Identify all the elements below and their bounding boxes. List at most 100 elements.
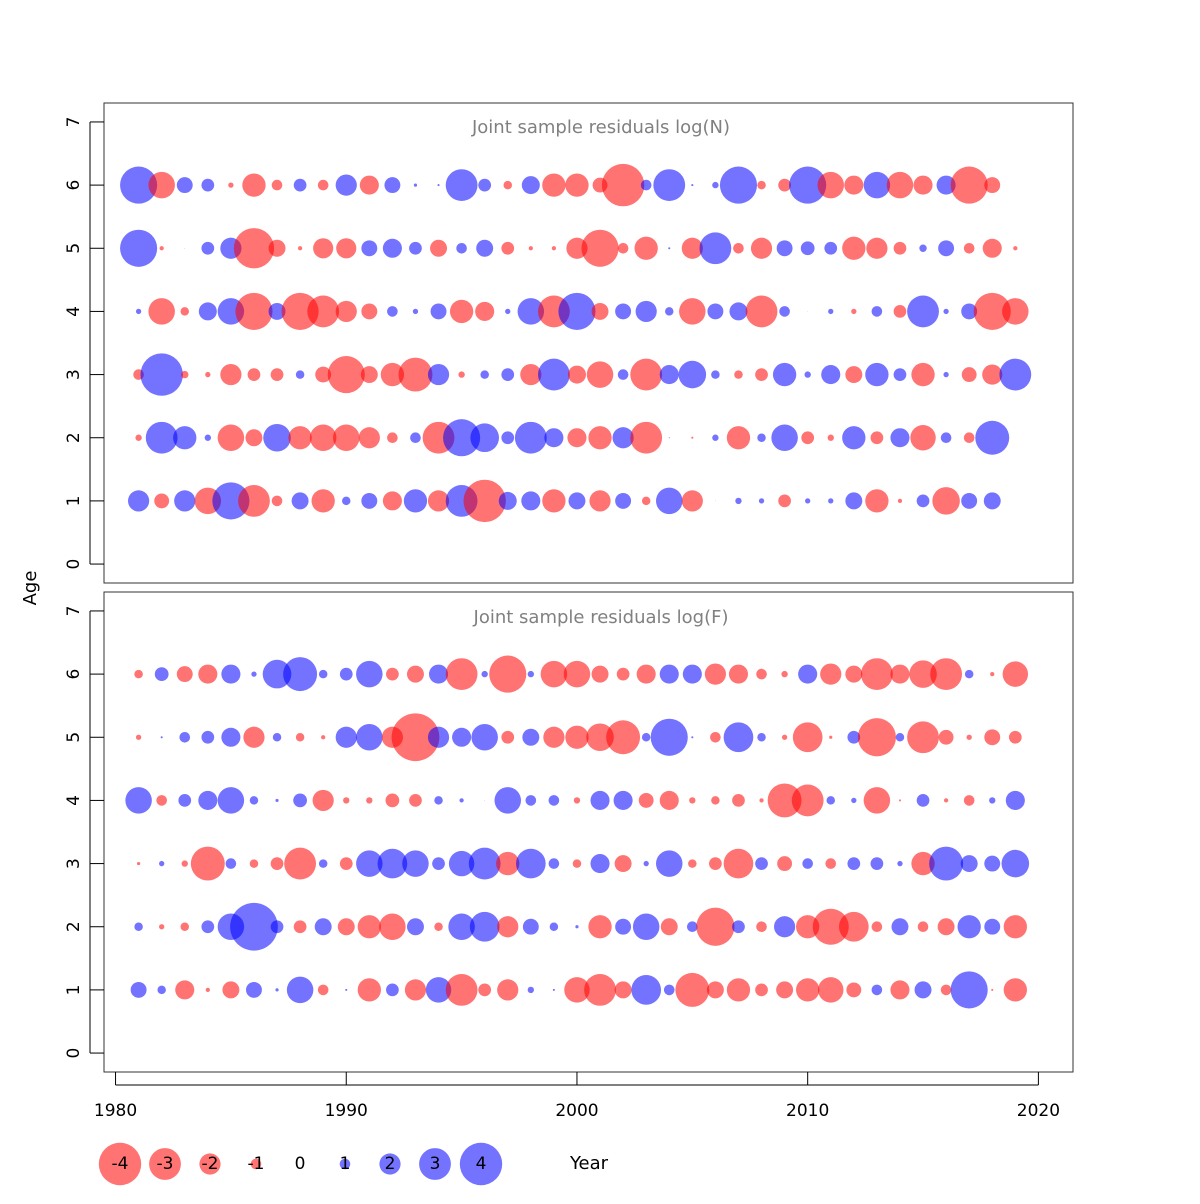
residual-bubble	[156, 795, 167, 806]
residual-bubble	[681, 237, 703, 259]
residual-bubble	[847, 730, 861, 744]
residual-bubble	[820, 663, 842, 685]
plot-frame	[103, 591, 1074, 1073]
residual-bubble	[247, 368, 261, 381]
residual-bubble	[615, 918, 632, 935]
residual-bubble	[846, 982, 862, 998]
legend-label: 2	[385, 1154, 396, 1174]
residual-bubble	[268, 302, 286, 320]
panel-log-f: Joint sample residuals log(F) 0 1 2 3 4 5 6 7	[64, 591, 1074, 1073]
residual-bubble	[963, 432, 975, 444]
residual-bubble	[198, 664, 218, 684]
residual-bubble	[480, 370, 489, 379]
residual-bubble	[180, 922, 189, 931]
residual-bubble	[732, 920, 745, 934]
residual-bubble	[586, 361, 614, 388]
residual-bubble	[120, 166, 158, 204]
residual-bubble	[361, 492, 378, 509]
residual-bubble	[198, 302, 217, 321]
residual-bubble	[359, 175, 379, 195]
residual-bubble	[449, 299, 474, 324]
residual-bubble	[281, 292, 319, 330]
y-tick-label: 5	[64, 243, 84, 254]
residual-bubble	[745, 295, 778, 328]
residual-bubble	[434, 796, 443, 805]
residual-bubble	[496, 851, 520, 876]
y-tick-label: 0	[64, 1048, 84, 1059]
residual-bubble	[357, 978, 381, 1002]
residual-bubble	[335, 300, 357, 323]
residual-bubble	[591, 302, 609, 320]
residual-bubble	[589, 490, 611, 512]
residual-bubble	[573, 797, 581, 804]
residual-bubble	[249, 859, 259, 868]
residual-bubble	[225, 858, 237, 869]
residual-bubble	[567, 365, 586, 384]
residual-bubble	[333, 424, 360, 451]
residual-bubble	[632, 913, 660, 940]
y-tick-label: 4	[64, 795, 84, 806]
residual-bubble	[679, 298, 706, 325]
residual-bubble	[314, 918, 332, 936]
residual-bubble	[345, 988, 348, 991]
legend-label: 1	[340, 1154, 351, 1174]
residual-bubble	[845, 665, 863, 683]
residual-bubble	[715, 500, 716, 502]
residual-bubble	[917, 921, 929, 933]
residual-bubble	[844, 175, 864, 195]
residual-bubble	[938, 729, 954, 745]
residual-bubble	[613, 790, 633, 810]
residual-bubble	[796, 978, 820, 1002]
residual-bubble	[548, 858, 560, 869]
residual-bubble	[478, 178, 492, 192]
residual-bubble	[517, 298, 545, 325]
residual-bubble	[317, 179, 329, 191]
residual-bubble	[470, 423, 499, 453]
residual-bubble	[709, 857, 722, 870]
residual-bubble	[178, 794, 192, 807]
residual-bubble	[217, 424, 245, 451]
residual-bubble	[659, 365, 679, 385]
y-axis: 0 1 2 3 4 5 6 7	[64, 606, 104, 1059]
x-axis: 1980 1990 2000 2010 2020	[94, 1072, 1060, 1121]
residual-bubble	[358, 427, 380, 449]
legend-label: -2	[202, 1154, 219, 1174]
residual-bubble	[919, 244, 927, 252]
residual-bubble	[522, 728, 540, 746]
residual-bubble	[575, 925, 579, 929]
residual-bubble	[866, 237, 888, 259]
residual-bubble	[712, 434, 719, 441]
residual-bubble	[807, 311, 808, 312]
residual-bubble	[614, 855, 632, 873]
residual-bubble	[726, 426, 751, 450]
residual-bubble	[781, 670, 788, 678]
residual-bubble	[176, 177, 193, 194]
residual-bubble	[198, 790, 218, 810]
y-tick-label: 2	[64, 921, 84, 932]
residual-bubble	[860, 658, 893, 691]
residual-bubble	[909, 660, 937, 688]
residual-bubble	[668, 247, 671, 250]
x-tick-label: 1980	[94, 1101, 137, 1121]
residual-bubble	[268, 239, 286, 257]
residual-bubble	[212, 482, 250, 520]
residual-bubble	[565, 725, 589, 749]
legend-bubble	[98, 1142, 142, 1186]
residual-bubble	[984, 177, 1001, 194]
residual-bubble	[271, 179, 283, 191]
residual-bubble	[159, 924, 165, 930]
residual-bubble	[723, 722, 754, 753]
panel-title: Joint sample residuals log(F)	[473, 607, 729, 628]
residual-bubble	[217, 787, 245, 814]
residual-bubble	[135, 734, 142, 740]
residual-bubble	[617, 242, 629, 254]
residual-bubble	[983, 492, 1001, 510]
residual-bubble	[233, 228, 275, 269]
residual-bubble	[318, 859, 328, 868]
y-tick-label: 4	[64, 306, 84, 317]
residual-bubble	[497, 916, 519, 938]
residual-bubble	[148, 171, 175, 199]
residual-bubble	[824, 241, 838, 255]
legend: -4 -3 -2 -1 0 1 2 3 4	[98, 1142, 503, 1186]
residual-bubble	[503, 180, 512, 190]
